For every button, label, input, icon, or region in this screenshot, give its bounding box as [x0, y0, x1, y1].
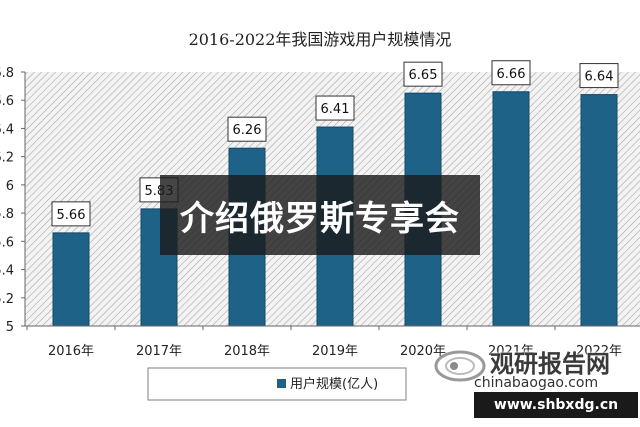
x-tick-label: 2020年 [400, 344, 446, 359]
y-tick-label: 5.6 [0, 235, 14, 250]
data-label: 5.66 [51, 201, 91, 227]
data-label-box [403, 61, 443, 87]
data-label-box [315, 95, 355, 121]
data-label: 6.41 [315, 95, 355, 121]
legend-swatch [277, 379, 286, 388]
data-label-text: 6.65 [409, 68, 438, 83]
x-axis: 2016年 2017年 2018年 2019年 2020年 2021年 2022年 [25, 325, 640, 359]
y-tick-label: 6.8 [0, 66, 14, 81]
x-tick-label: 2016年 [48, 344, 94, 359]
data-label: 6.65 [403, 61, 443, 87]
data-label-text: 6.64 [585, 70, 614, 85]
legend-label: 用户规模(亿人) [290, 376, 378, 392]
data-label: 6.66 [491, 60, 531, 86]
data-label-text: 6.66 [497, 67, 526, 82]
bar [580, 94, 618, 327]
data-label-box [227, 116, 267, 142]
y-tick-label: 6.6 [0, 94, 14, 109]
watermark-domain-banner: www.shbxdg.cn [474, 392, 638, 418]
data-label-box [579, 63, 619, 89]
overlay-banner: 介绍俄罗斯专享会 [160, 175, 480, 255]
y-tick-label: 6.4 [0, 122, 14, 137]
y-tick-label: 6.2 [0, 151, 14, 166]
y-tick-label: 5.2 [0, 292, 14, 307]
bar [492, 91, 530, 327]
y-tick-label: 5.8 [0, 207, 14, 222]
data-label-box [491, 60, 531, 86]
x-tick-label: 2017年 [136, 344, 182, 359]
y-tick-label: 5 [6, 320, 14, 335]
x-tick-label: 2021年 [488, 344, 534, 359]
legend: 用户规模(亿人) [147, 367, 407, 401]
chart-title: 2016-2022年我国游戏用户规模情况 [189, 30, 452, 49]
data-label-box [51, 201, 91, 227]
y-tick-label: 6 [6, 179, 14, 194]
data-label: 6.64 [579, 63, 619, 89]
data-label-text: 6.41 [321, 102, 350, 117]
watermark-logo-icon [434, 350, 486, 382]
y-tick-label: 5.4 [0, 264, 14, 279]
bar [52, 232, 90, 327]
watermark-domain: chinabaogao.com [474, 375, 599, 391]
x-tick-label: 2019年 [312, 344, 358, 359]
x-tick-label: 2022年 [576, 344, 622, 359]
y-axis: 5 5.2 5.4 5.6 5.8 6 6.2 6.4 6.6 6.8 [0, 66, 26, 335]
data-label-text: 5.66 [57, 208, 86, 223]
x-tick-label: 2018年 [224, 344, 270, 359]
data-label: 6.26 [227, 116, 267, 142]
watermark-brand: 观研报告网 [490, 349, 610, 378]
data-label-text: 6.26 [233, 123, 262, 138]
